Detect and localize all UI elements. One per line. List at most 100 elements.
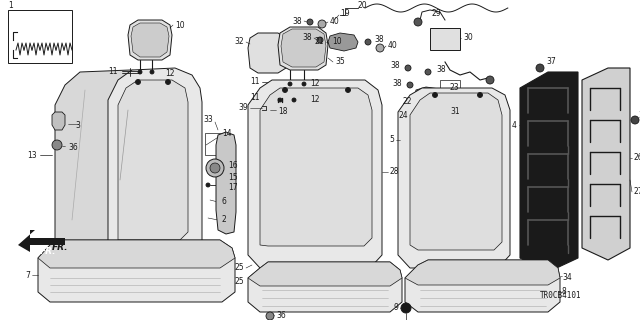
Circle shape [477, 92, 483, 98]
Polygon shape [414, 87, 444, 109]
Polygon shape [38, 240, 235, 302]
Polygon shape [248, 262, 402, 312]
Text: 40: 40 [388, 42, 397, 51]
Circle shape [150, 70, 154, 74]
Text: 21: 21 [314, 37, 324, 46]
Text: 10: 10 [332, 37, 342, 46]
Circle shape [414, 18, 422, 26]
Text: 36: 36 [68, 143, 77, 153]
Text: 13: 13 [27, 150, 37, 159]
Circle shape [266, 312, 274, 320]
Circle shape [302, 82, 306, 86]
Bar [205, 133, 223, 155]
Circle shape [292, 98, 296, 102]
Text: 5: 5 [389, 135, 394, 145]
Circle shape [425, 69, 431, 75]
Bar [430, 28, 460, 50]
Circle shape [536, 64, 544, 72]
Circle shape [166, 79, 170, 84]
Text: 11: 11 [109, 68, 118, 76]
Text: 10: 10 [175, 20, 184, 29]
Text: 3: 3 [76, 122, 81, 131]
Polygon shape [248, 262, 402, 286]
Circle shape [433, 92, 438, 98]
Circle shape [288, 82, 292, 86]
Polygon shape [405, 260, 560, 285]
Text: 33: 33 [204, 116, 213, 124]
Circle shape [282, 87, 287, 92]
Polygon shape [118, 80, 188, 240]
Text: 9: 9 [393, 303, 398, 313]
Circle shape [138, 70, 142, 74]
Text: 40: 40 [330, 18, 340, 27]
Text: 1: 1 [8, 2, 13, 11]
Text: 23: 23 [450, 84, 460, 92]
Text: 25: 25 [234, 277, 244, 286]
Text: 16: 16 [228, 161, 237, 170]
Bar [440, 80, 460, 98]
Circle shape [206, 159, 224, 177]
Polygon shape [410, 93, 502, 250]
Text: 38: 38 [374, 36, 383, 44]
Text: 30: 30 [463, 34, 473, 43]
Polygon shape [582, 68, 630, 260]
Text: 36: 36 [276, 310, 285, 319]
Polygon shape [131, 23, 169, 57]
Text: 35: 35 [335, 58, 345, 67]
Text: 37: 37 [638, 111, 640, 121]
Circle shape [307, 19, 313, 25]
Text: 29: 29 [432, 9, 442, 18]
Polygon shape [328, 33, 358, 51]
Text: 6: 6 [222, 197, 227, 206]
Text: FR.: FR. [52, 244, 68, 252]
Polygon shape [260, 88, 372, 246]
Polygon shape [248, 33, 288, 73]
Polygon shape [278, 27, 328, 70]
Text: 12: 12 [165, 68, 175, 77]
Circle shape [278, 98, 282, 102]
Text: 32: 32 [234, 37, 244, 46]
Text: 38: 38 [292, 17, 302, 26]
Polygon shape [216, 132, 236, 234]
Text: 27: 27 [634, 188, 640, 196]
Text: 19: 19 [340, 9, 349, 18]
Text: FR.: FR. [40, 246, 56, 255]
Text: 25: 25 [234, 263, 244, 273]
Circle shape [318, 20, 326, 28]
Circle shape [317, 37, 323, 43]
Text: 37: 37 [546, 58, 556, 67]
Circle shape [407, 82, 413, 88]
Text: 17: 17 [228, 183, 237, 193]
Text: 4: 4 [512, 121, 517, 130]
Text: 20: 20 [358, 2, 367, 11]
Circle shape [486, 76, 494, 84]
Circle shape [210, 163, 220, 173]
Circle shape [405, 65, 411, 71]
Circle shape [346, 87, 351, 92]
Circle shape [376, 44, 384, 52]
Text: 24: 24 [398, 110, 408, 119]
Circle shape [631, 116, 639, 124]
Text: TR0CB4101: TR0CB4101 [540, 291, 582, 300]
Text: 22: 22 [403, 98, 412, 107]
Text: 7: 7 [25, 270, 30, 279]
Text: 31: 31 [450, 108, 460, 116]
Circle shape [365, 39, 371, 45]
Polygon shape [108, 68, 202, 262]
Text: 12: 12 [310, 78, 319, 87]
Polygon shape [248, 80, 382, 268]
Text: 26: 26 [634, 154, 640, 163]
Circle shape [52, 140, 62, 150]
Polygon shape [281, 29, 326, 67]
Polygon shape [405, 260, 560, 312]
Polygon shape [520, 72, 578, 272]
Text: 12: 12 [310, 94, 319, 103]
Text: 11: 11 [250, 93, 260, 102]
Circle shape [206, 183, 210, 187]
Text: 39: 39 [238, 103, 248, 113]
Text: 14: 14 [222, 130, 232, 139]
Polygon shape [38, 240, 235, 268]
Text: 28: 28 [390, 167, 399, 177]
Text: 11: 11 [250, 77, 260, 86]
Polygon shape [18, 230, 65, 252]
